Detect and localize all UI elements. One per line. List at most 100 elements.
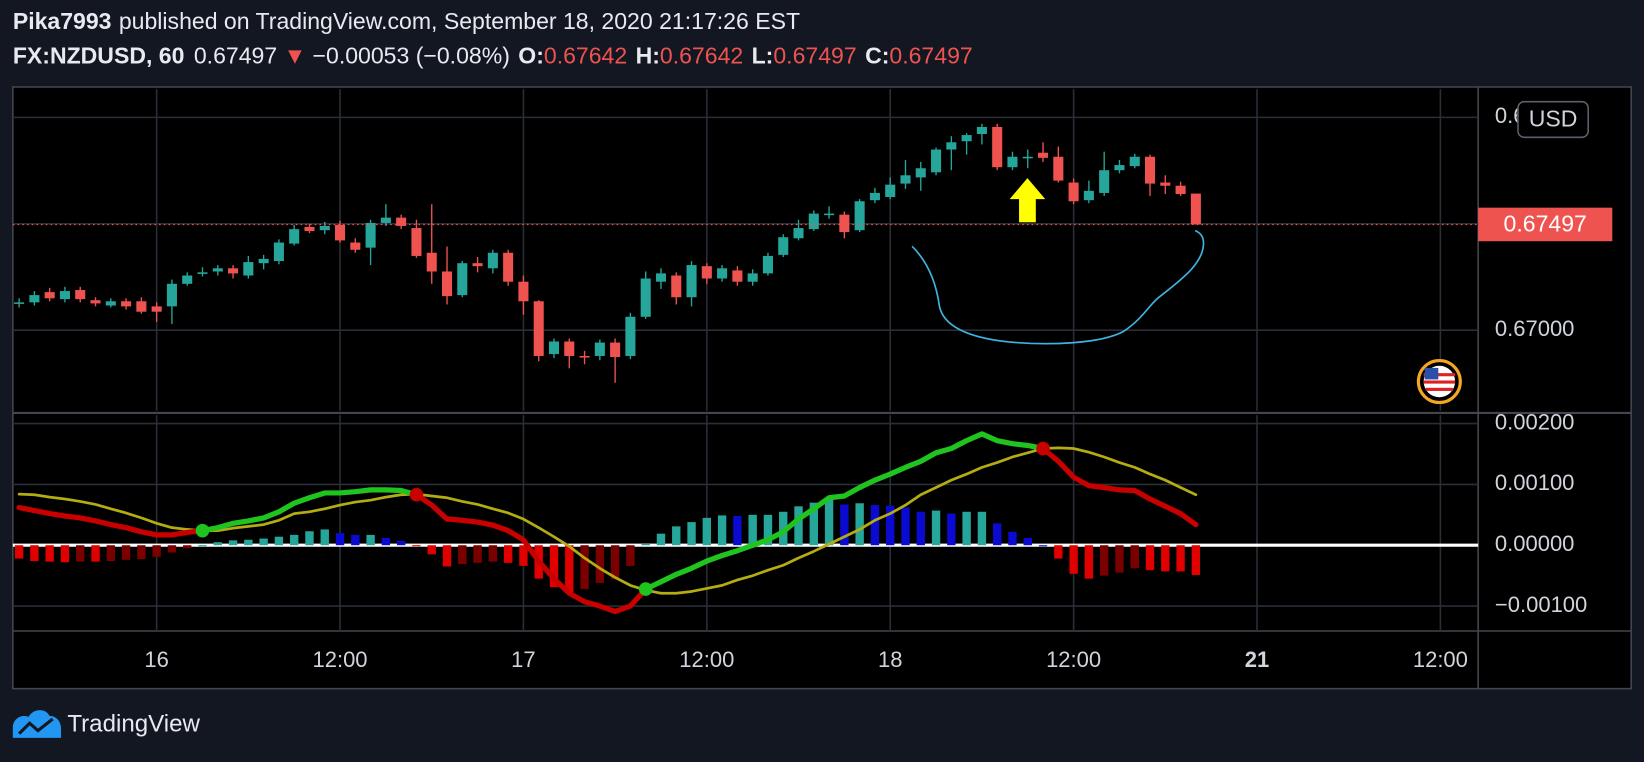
last-price-label: 0.67497 xyxy=(1504,211,1587,237)
candle-body xyxy=(228,268,239,274)
logo-cloud xyxy=(12,710,62,738)
histogram-bar xyxy=(1145,545,1155,571)
candle-body xyxy=(14,302,25,304)
histogram-bar xyxy=(137,545,146,560)
candle-body xyxy=(1144,156,1156,184)
candle-body xyxy=(640,278,651,317)
histogram-bar xyxy=(565,545,574,593)
currency-badge xyxy=(1517,100,1589,139)
histogram-bar xyxy=(641,544,650,546)
histogram-bar xyxy=(503,545,513,563)
candle-body xyxy=(869,192,880,201)
candle-body xyxy=(961,135,972,142)
histogram-bar xyxy=(687,522,696,546)
candle-body xyxy=(29,295,40,303)
candle-body xyxy=(197,272,208,274)
histogram-bar xyxy=(305,531,314,546)
candle-body xyxy=(671,275,682,298)
candle-body xyxy=(1022,156,1033,159)
flag-icon xyxy=(1416,358,1462,405)
histogram-bar xyxy=(152,545,161,557)
histogram-bar xyxy=(717,515,727,546)
published: published on TradingView.com, September … xyxy=(119,8,800,34)
histogram-bar xyxy=(30,545,39,562)
candle-body xyxy=(472,263,483,267)
candle-body xyxy=(976,126,987,134)
histogram-bar xyxy=(198,545,207,547)
histogram-bar xyxy=(626,545,635,566)
histogram-bar xyxy=(14,545,24,559)
histogram-bar xyxy=(962,511,971,546)
histogram-bar xyxy=(1038,545,1048,547)
candle-body xyxy=(931,149,942,173)
candle-body xyxy=(686,265,697,298)
x-tick-label: 21 xyxy=(1245,647,1269,672)
macd-line xyxy=(1040,445,1199,528)
histogram-bar xyxy=(1191,545,1201,576)
candle-body xyxy=(655,273,667,282)
histogram-bar xyxy=(60,545,70,563)
candle-body xyxy=(533,301,544,356)
candle-body xyxy=(1190,193,1201,225)
drawn-curve xyxy=(911,229,1205,345)
candle-body xyxy=(564,341,575,356)
histogram-bar xyxy=(442,545,452,567)
candle-body xyxy=(105,301,116,306)
candle-body xyxy=(1007,156,1018,168)
x-tick-label: 16 xyxy=(144,647,168,672)
candle-body xyxy=(273,242,284,262)
ohlc-label: C: xyxy=(865,43,889,69)
histogram-bar xyxy=(458,545,467,565)
histogram-bar xyxy=(992,523,1002,546)
candle-body xyxy=(625,316,636,356)
author: Pika7993 xyxy=(13,8,112,34)
histogram-bar xyxy=(1115,545,1124,573)
candle-body xyxy=(1129,156,1140,167)
histogram-bar xyxy=(794,506,803,546)
histogram-bar xyxy=(1084,545,1094,579)
candle-body xyxy=(44,292,55,299)
last-price-box xyxy=(1478,207,1613,242)
x-tick-label: 12:00 xyxy=(313,647,368,672)
candle-body xyxy=(1053,156,1064,181)
candle-body xyxy=(258,258,269,264)
histogram-bar xyxy=(610,545,620,580)
histogram-bar xyxy=(412,545,421,547)
histogram-bar xyxy=(244,539,253,546)
candle-body xyxy=(243,262,254,276)
currency-label: USD xyxy=(1529,106,1578,132)
candle-body xyxy=(518,281,529,302)
header-line-2: FX:NZDUSD, 60 0.67497 ▼ −0.00053 (−0.08%) O:… xyxy=(13,43,973,69)
flag-canton xyxy=(1424,367,1439,380)
ohlc-label: O: xyxy=(518,43,544,69)
candle-body xyxy=(350,242,361,250)
histogram-bar xyxy=(870,505,880,546)
candle-body xyxy=(487,252,498,269)
histogram-bar xyxy=(213,542,222,546)
candle-body xyxy=(335,224,346,241)
histogram-bar xyxy=(351,534,360,546)
candle-body xyxy=(441,271,453,297)
x-tick-label: 12:00 xyxy=(1413,647,1468,672)
histogram-bar xyxy=(1008,531,1017,546)
candle-body xyxy=(824,213,835,216)
histogram-bar xyxy=(76,545,85,562)
macd-line xyxy=(16,504,206,538)
logo xyxy=(12,710,62,738)
histogram-bar xyxy=(595,545,605,583)
histogram-bar xyxy=(1176,545,1185,572)
candle-body xyxy=(289,229,300,244)
candle-body xyxy=(1038,152,1049,158)
candle-body xyxy=(1068,182,1079,202)
x-tick-label: 17 xyxy=(511,647,535,672)
candle-body xyxy=(778,237,789,255)
ohlc-label: H: xyxy=(636,43,660,69)
macd-line xyxy=(199,487,420,534)
candle-body xyxy=(915,168,926,178)
candle-body xyxy=(426,252,437,272)
candle-body xyxy=(1099,170,1110,193)
candle-body xyxy=(579,355,590,358)
